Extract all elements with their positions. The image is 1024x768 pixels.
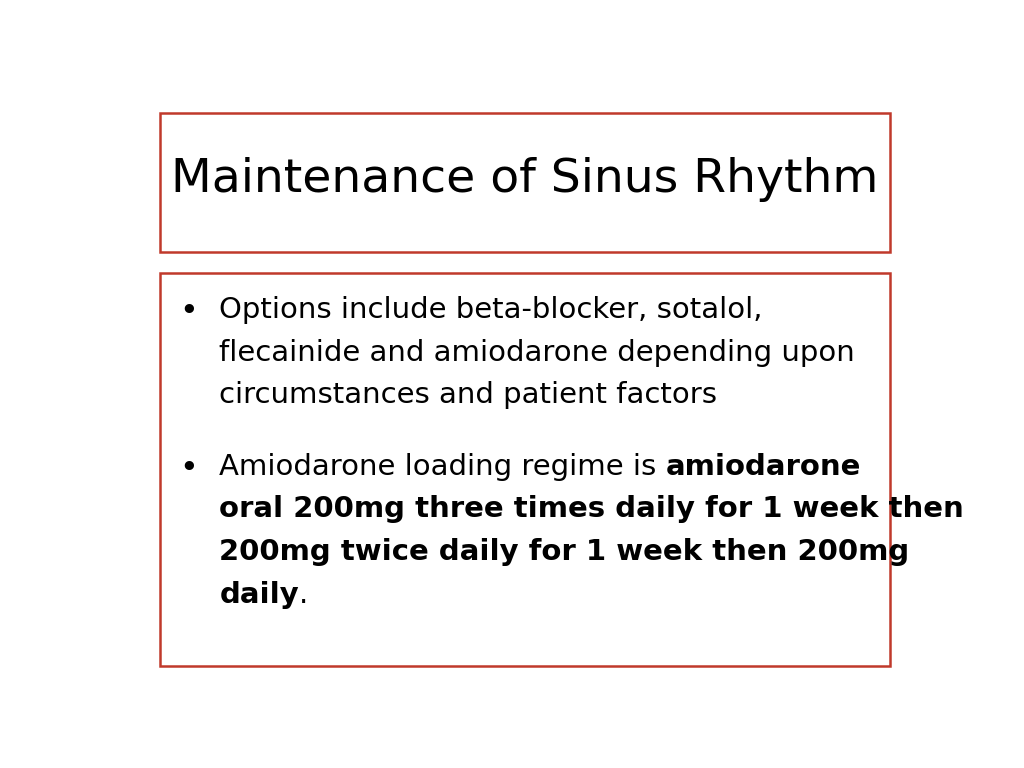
Text: oral 200mg three times daily for 1 week then: oral 200mg three times daily for 1 week … [219, 495, 964, 524]
FancyBboxPatch shape [160, 113, 890, 252]
Text: •: • [179, 453, 199, 484]
Text: flecainide and amiodarone depending upon: flecainide and amiodarone depending upon [219, 339, 855, 367]
Text: •: • [179, 296, 199, 327]
Text: Amiodarone loading regime is: Amiodarone loading regime is [219, 453, 666, 481]
Text: daily: daily [219, 581, 299, 608]
Text: 200mg twice daily for 1 week then 200mg: 200mg twice daily for 1 week then 200mg [219, 538, 909, 566]
Text: Options include beta-blocker, sotalol,: Options include beta-blocker, sotalol, [219, 296, 763, 324]
Text: circumstances and patient factors: circumstances and patient factors [219, 382, 717, 409]
Text: amiodarone: amiodarone [666, 453, 861, 481]
Text: .: . [299, 581, 308, 608]
Text: Maintenance of Sinus Rhythm: Maintenance of Sinus Rhythm [171, 157, 879, 202]
FancyBboxPatch shape [160, 273, 890, 666]
